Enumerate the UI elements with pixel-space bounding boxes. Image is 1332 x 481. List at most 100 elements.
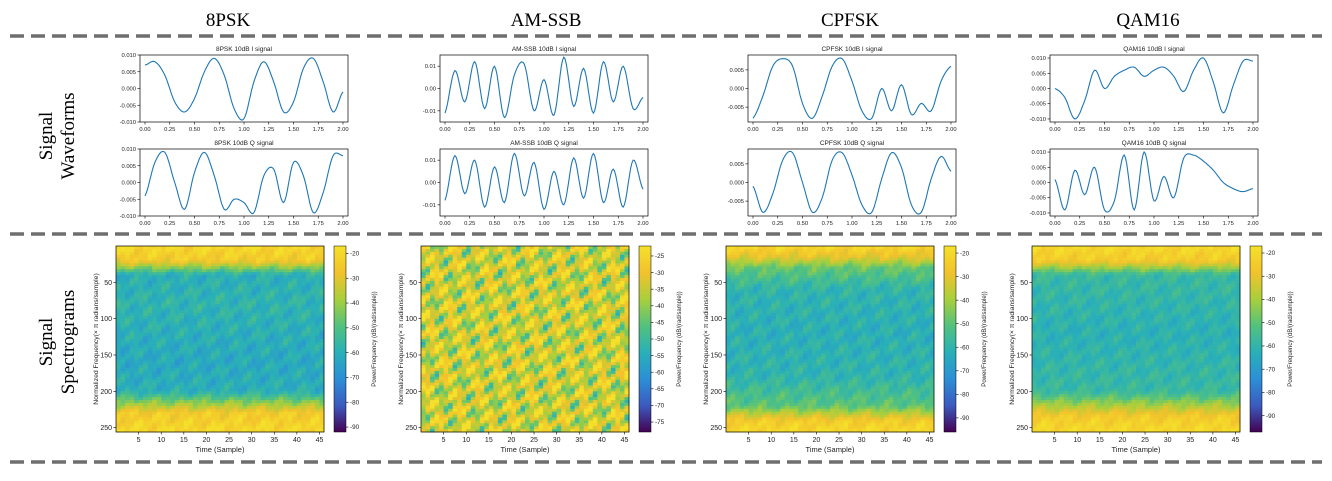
heatmap-cell — [252, 333, 257, 336]
heatmap-cell — [193, 269, 198, 272]
x-tick-label: 1.75 — [613, 127, 624, 133]
heatmap-cell — [430, 252, 435, 255]
heatmap-cell — [139, 377, 144, 380]
heatmap-cell — [525, 324, 530, 327]
heatmap-cell — [606, 339, 611, 342]
heatmap-cell — [134, 339, 139, 342]
heatmap-cell — [489, 255, 494, 258]
heatmap-cell — [430, 339, 435, 342]
heatmap-cell — [193, 249, 198, 252]
heatmap-cell — [139, 263, 144, 266]
heatmap-cell — [570, 246, 575, 249]
heatmap-cell — [125, 327, 130, 330]
heatmap-cell — [179, 246, 184, 249]
heatmap-cell — [274, 263, 279, 266]
heatmap-cell — [584, 246, 589, 249]
heatmap-cell — [597, 310, 602, 313]
heatmap-cell — [279, 266, 284, 269]
heatmap-cell — [593, 307, 598, 310]
heatmap-cell — [292, 258, 297, 261]
heatmap-cell — [170, 266, 175, 269]
heatmap-cell — [202, 284, 207, 287]
heatmap-cell — [261, 426, 266, 429]
heatmap-cell — [139, 310, 144, 313]
heatmap-cell — [552, 333, 557, 336]
heatmap-cell — [543, 258, 548, 261]
heatmap-cell — [297, 359, 302, 362]
heatmap-cell — [130, 380, 135, 383]
heatmap-cell — [602, 298, 607, 301]
heatmap-cell — [166, 345, 171, 348]
heatmap-cell — [606, 322, 611, 325]
heatmap-cell — [161, 354, 166, 357]
heatmap-cell — [448, 263, 453, 266]
heatmap-cell — [184, 423, 189, 426]
heatmap-cell — [310, 342, 315, 345]
heatmap-cell — [148, 406, 153, 409]
heatmap-cell — [243, 420, 248, 423]
heatmap-cell — [152, 275, 157, 278]
heatmap-cell — [134, 415, 139, 418]
heatmap-cell — [170, 316, 175, 319]
heatmap-cell — [130, 290, 135, 293]
heatmap-cell — [152, 394, 157, 397]
heatmap-cell — [579, 316, 584, 319]
heatmap-cell — [457, 307, 462, 310]
heatmap-cell — [602, 339, 607, 342]
heatmap-cell — [175, 368, 180, 371]
heatmap-cell — [561, 313, 566, 316]
heatmap-cell — [157, 333, 162, 336]
heatmap-cell — [292, 293, 297, 296]
heatmap-cell — [315, 388, 320, 391]
heatmap-cell — [265, 426, 270, 429]
heatmap-cell — [498, 284, 503, 287]
heatmap-cell — [161, 263, 166, 266]
heatmap-cell — [493, 278, 498, 281]
heatmap-cell — [265, 263, 270, 266]
heatmap-cell — [139, 362, 144, 365]
heatmap-cell — [247, 284, 252, 287]
heatmap-cell — [175, 356, 180, 359]
heatmap-cell — [584, 290, 589, 293]
heatmap-cell — [597, 322, 602, 325]
x-tick-label: 1.25 — [263, 127, 274, 133]
heatmap-cell — [238, 362, 243, 365]
heatmap-cell — [444, 316, 449, 319]
heatmap-cell — [471, 333, 476, 336]
heatmap-cell — [206, 397, 211, 400]
heatmap-cell — [175, 383, 180, 386]
heatmap-cell — [584, 263, 589, 266]
heatmap-cell — [202, 359, 207, 362]
heatmap-cell — [462, 287, 467, 290]
heatmap-cell — [516, 342, 521, 345]
heatmap-cell — [148, 336, 153, 339]
heatmap-cell — [261, 356, 266, 359]
heatmap-cell — [161, 380, 166, 383]
heatmap-cell — [566, 310, 571, 313]
heatmap-cell — [466, 246, 471, 249]
heatmap-cell — [238, 426, 243, 429]
heatmap-cell — [225, 362, 230, 365]
heatmap-cell — [247, 374, 252, 377]
heatmap-cell — [575, 342, 580, 345]
x-tick-label: 0.75 — [822, 127, 833, 133]
heatmap-cell — [116, 293, 121, 296]
heatmap-cell — [484, 293, 489, 296]
heatmap-cell — [534, 324, 539, 327]
heatmap-cell — [234, 362, 239, 365]
heatmap-cell — [225, 412, 230, 415]
heatmap-cell — [265, 336, 270, 339]
heatmap-cell — [243, 324, 248, 327]
heatmap-cell — [274, 327, 279, 330]
heatmap-cell — [292, 322, 297, 325]
heatmap-cell — [457, 258, 462, 261]
heatmap-cell — [283, 316, 288, 319]
heatmap-cell — [615, 336, 620, 339]
heatmap-cell — [507, 310, 512, 313]
heatmap-cell — [170, 269, 175, 272]
heatmap-cell — [306, 406, 311, 409]
heatmap-cell — [310, 345, 315, 348]
heatmap-cell — [225, 371, 230, 374]
heatmap-cell — [170, 333, 175, 336]
heatmap-cell — [188, 356, 193, 359]
